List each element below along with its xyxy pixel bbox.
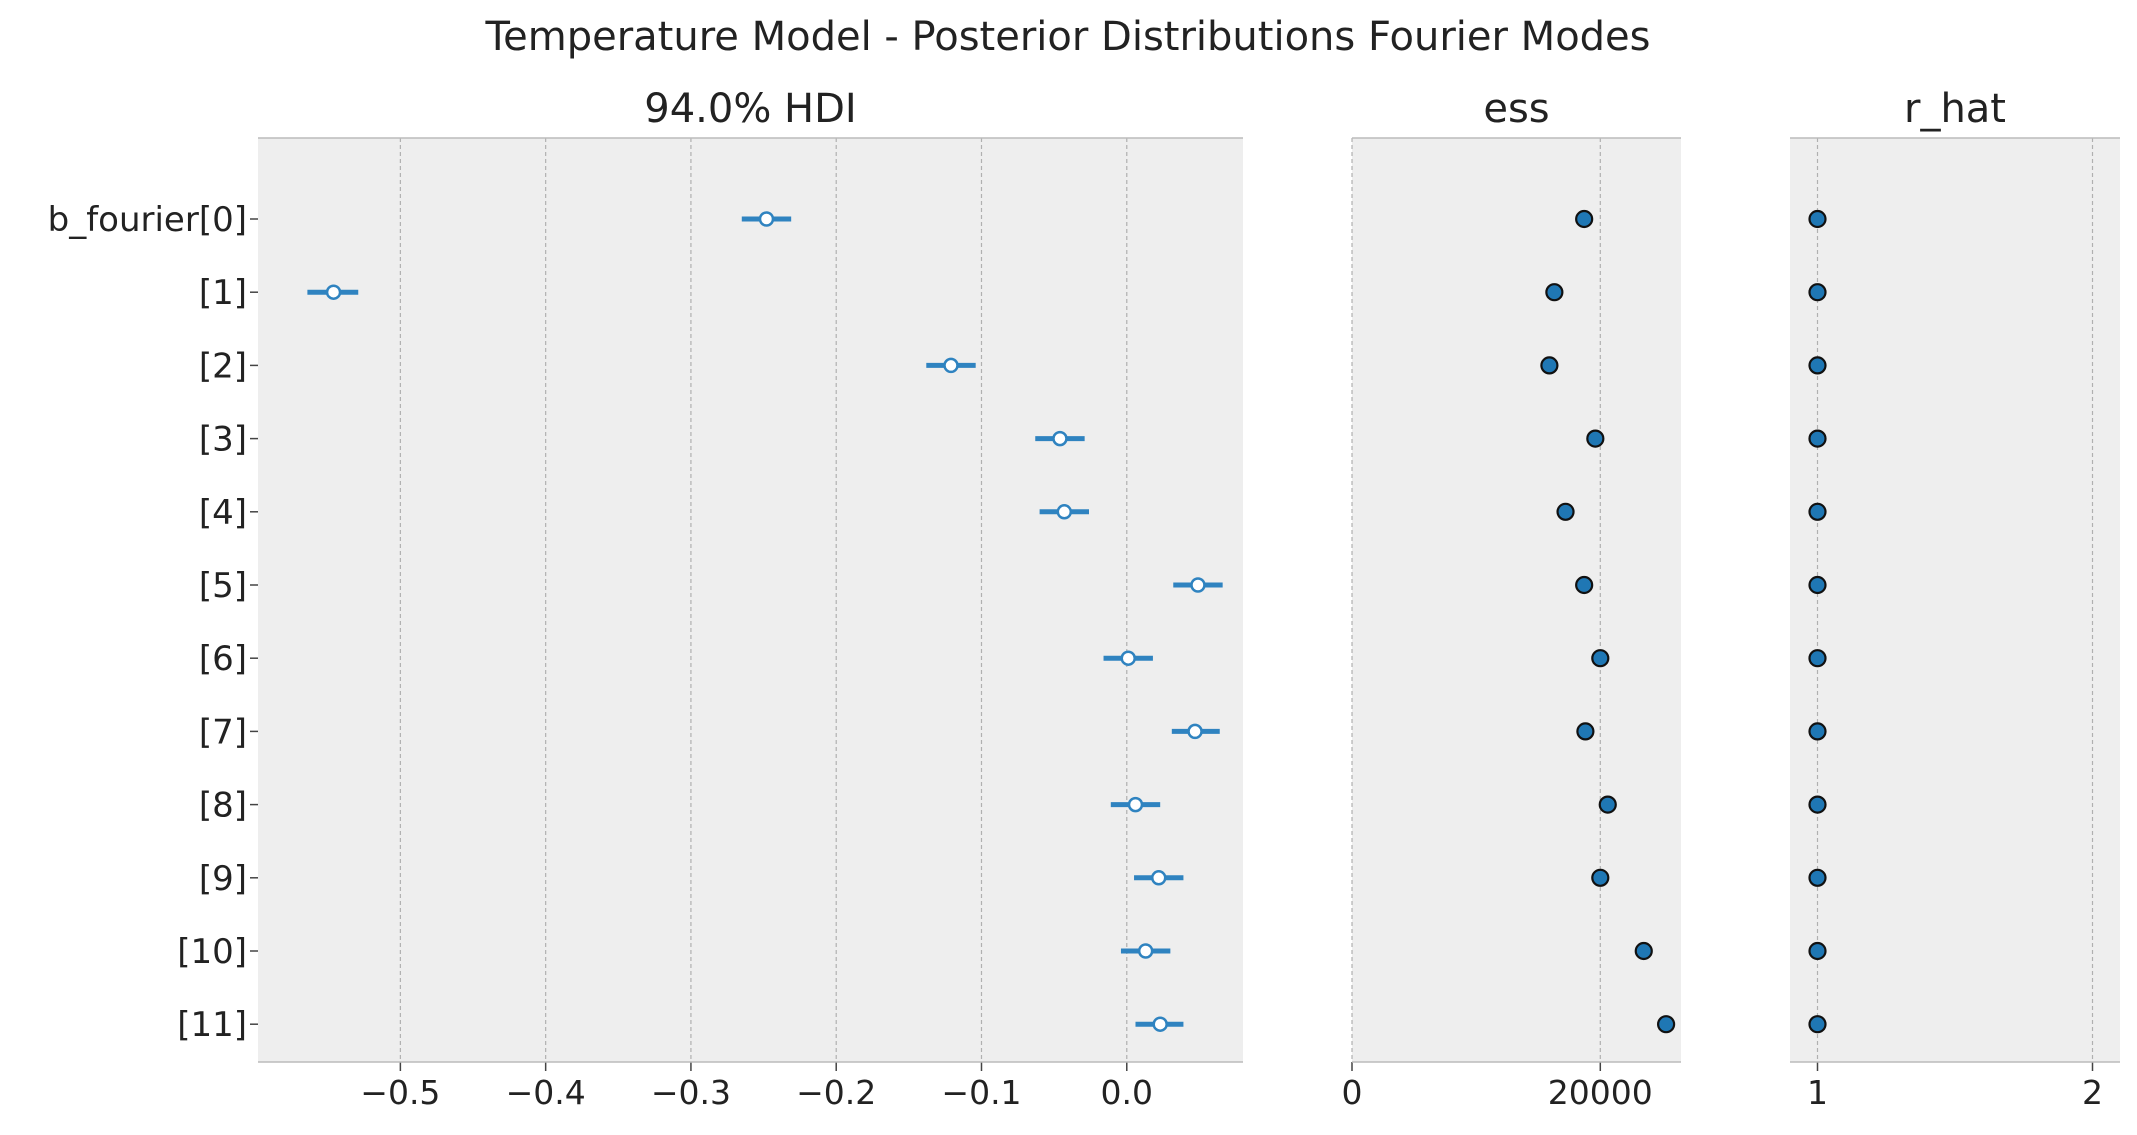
mean-marker [1152,1016,1168,1032]
y-tick-label: [7] [199,712,247,752]
panel-title: r_hat [1904,86,2006,132]
y-tick-label: b_fourier[0] [48,200,247,240]
x-tick-label: 0.0 [1101,1073,1153,1112]
x-tick-label: 1 [1807,1073,1828,1112]
mean-marker [1187,723,1203,740]
y-tick-label: [6] [199,639,247,679]
chart-title: Temperature Model - Posterior Distributi… [484,14,1650,60]
panel-background [1790,138,2120,1062]
ess-point [1634,941,1653,961]
panel-background [258,138,1243,1062]
x-tick-label: −0.1 [941,1073,1021,1112]
x-tick-label: 20000 [1548,1073,1653,1112]
ess-point [1575,209,1594,229]
x-tick-label: 0 [1342,1073,1363,1112]
y-tick-label: [3] [199,420,247,460]
mean-marker [1150,870,1167,886]
rhat-point [1808,1015,1827,1034]
rhat-point [1808,649,1827,668]
ess-point [1657,1015,1676,1034]
mean-marker [1127,796,1144,813]
rhat-point [1808,722,1827,741]
panel-2: 1 2 r_hat [1790,86,2120,1112]
ess-point [1591,649,1610,668]
mean-marker [1137,943,1154,959]
y-tick-label: [2] [199,346,247,386]
ess-point [1591,868,1610,887]
panel-0: −0.5 −0.4 −0.3 −0.2 −0.1 0.0 94.0% HDI [258,86,1243,1112]
panel-title: ess [1483,86,1549,132]
y-tick-label: [1] [199,273,247,313]
y-tick-label: [5] [199,566,247,606]
x-tick-label: 2 [2082,1073,2103,1112]
mean-marker [1056,504,1073,520]
y-tick-label: [9] [199,859,247,899]
ess-point [1540,356,1559,375]
y-tick-label: [8] [199,786,247,826]
mean-marker [943,357,959,374]
x-tick-label: −0.2 [796,1073,876,1112]
mean-marker [758,211,775,227]
mean-marker [1190,577,1206,593]
y-axis: b_fourier[0] [1] [2] [3] [4] [5] [6] [7] [8] [9] [… [48,200,258,1045]
rhat-point [1808,283,1827,302]
rhat-point [1808,429,1827,448]
mean-marker [1120,650,1136,666]
rhat-point [1808,795,1827,814]
x-tick-label: −0.5 [360,1073,440,1112]
panel-1: 0 20000 ess [1342,86,1681,1112]
ess-point [1556,502,1575,521]
rhat-point [1808,868,1827,887]
rhat-point [1808,209,1827,229]
panel-background [1352,138,1681,1062]
ess-point [1586,429,1605,448]
y-tick-label: [11] [177,1005,247,1045]
ess-point [1598,795,1617,814]
ess-point [1545,283,1564,302]
y-tick-label: [10] [177,932,247,972]
ess-point [1575,575,1594,595]
x-tick-label: −0.4 [506,1073,586,1112]
mean-marker [1052,430,1068,447]
x-tick-label: −0.3 [651,1073,731,1112]
ess-point [1576,722,1595,741]
mean-marker [325,284,342,300]
rhat-point [1808,502,1827,521]
rhat-point [1808,356,1827,375]
rhat-point [1808,575,1827,595]
y-tick-label: [4] [199,493,247,533]
panel-title: 94.0% HDI [644,86,856,132]
rhat-point [1808,941,1827,961]
